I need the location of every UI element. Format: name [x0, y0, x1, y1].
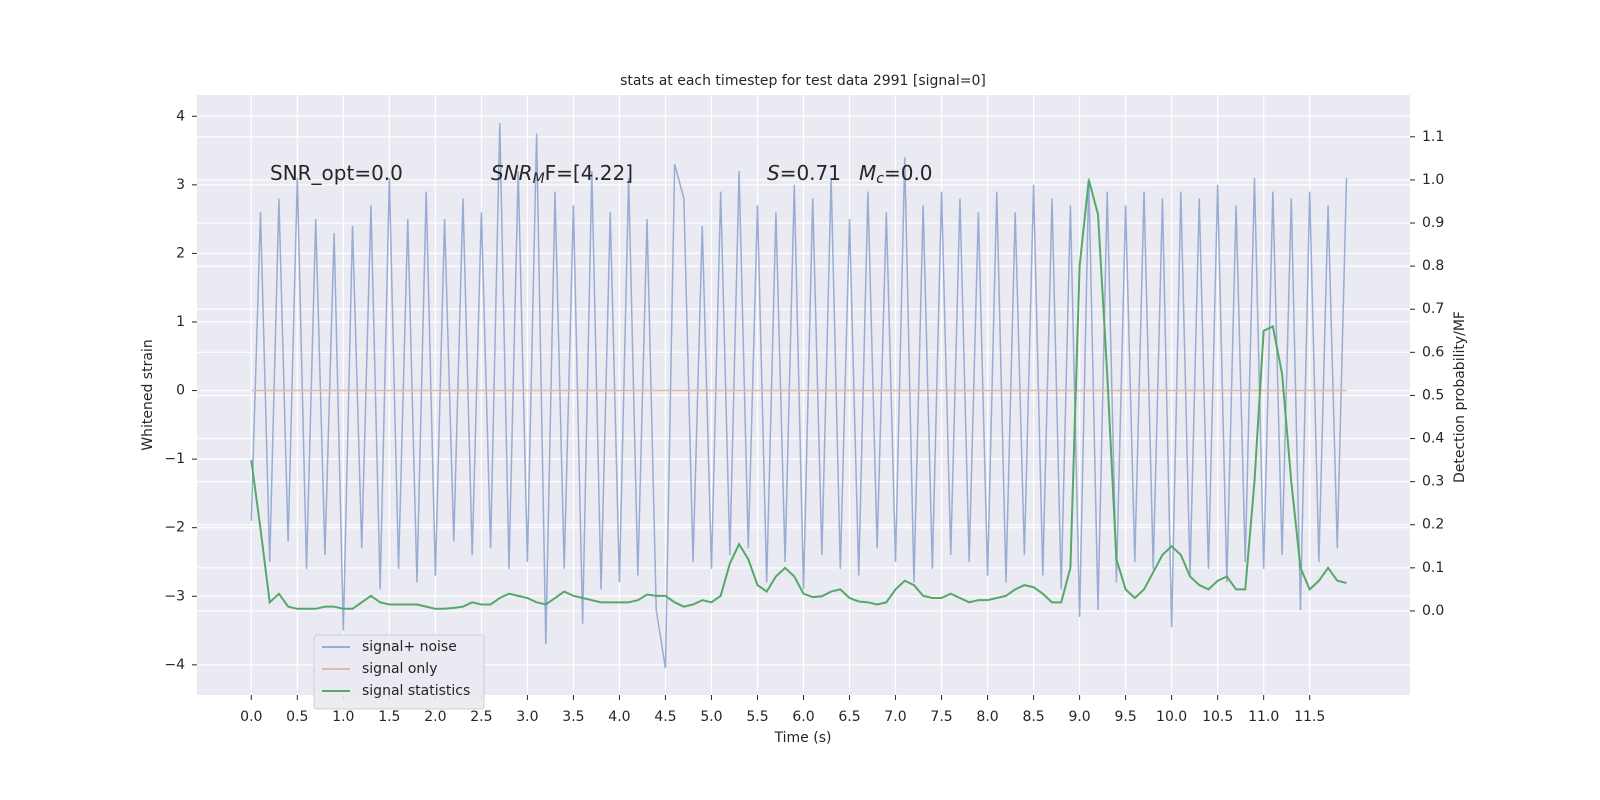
- x-tick-label: 0.0: [240, 709, 262, 725]
- x-tick-label: 3.0: [516, 709, 538, 725]
- y2-tick-label: 1.1: [1422, 129, 1444, 145]
- x-tick-label: 8.0: [976, 709, 998, 725]
- y-tick-label: −1: [164, 451, 185, 467]
- legend-label: signal statistics: [362, 683, 470, 699]
- labels: 0.0 0.5 1.0 1.5 2.0 2.5 3.0 3.5 4.0 4.5 5.0 5.5 6.0 6…: [164, 108, 1444, 725]
- y2-tick-label: 1.0: [1422, 172, 1444, 188]
- x-tick-label: 11.5: [1294, 709, 1325, 725]
- x-tick-label: 0.5: [286, 709, 308, 725]
- y2-tick-label: 0.9: [1422, 215, 1444, 231]
- y-axis-label: Whitened strain: [140, 339, 156, 450]
- y-tick-label: −2: [164, 520, 185, 536]
- legend-label: signal+ noise: [362, 639, 457, 655]
- series-line: [250, 123, 1348, 669]
- y2-tick-label: 0.5: [1422, 387, 1444, 403]
- legend-label: signal only: [362, 661, 437, 677]
- annotation-text: S: [767, 161, 780, 185]
- y-tick-label: 0: [176, 383, 185, 399]
- marks: [250, 123, 1348, 669]
- annotation-text: SNR_opt=0.0: [270, 161, 403, 185]
- x-tick-label: 10.5: [1202, 709, 1233, 725]
- y-tick-label: 4: [176, 108, 185, 124]
- y2-tick-label: 0.4: [1422, 431, 1444, 447]
- annotation: SNR_opt=0.0: [270, 161, 403, 185]
- x-tick-label: 3.5: [562, 709, 584, 725]
- annotation: SNRMF=[4.22]: [491, 161, 633, 188]
- y2-tick-label: 0.8: [1422, 258, 1444, 274]
- annotation-text: M: [859, 161, 876, 185]
- y2-tick-label: 0.6: [1422, 344, 1444, 360]
- x-tick-label: 2.0: [424, 709, 446, 725]
- annotation: Mc=0.0: [859, 161, 933, 188]
- x-tick-label: 5.5: [746, 709, 768, 725]
- annotation-text: =0.71: [780, 161, 841, 185]
- legend: signal+ noise signal only signal statistic…: [313, 634, 485, 710]
- y-tick-label: −4: [164, 657, 185, 673]
- y2-axis-label: Detection probability/MF: [1452, 311, 1468, 483]
- x-tick-label: 4.0: [608, 709, 630, 725]
- chart-title: stats at each timestep for test data 299…: [620, 73, 986, 89]
- x-tick-label: 2.5: [470, 709, 492, 725]
- x-tick-label: 11.0: [1248, 709, 1279, 725]
- x-tick-label: 4.5: [654, 709, 676, 725]
- y-tick-label: −3: [164, 588, 185, 604]
- y2-tick-label: 0.2: [1422, 517, 1444, 533]
- y2-tick-label: 0.7: [1422, 301, 1444, 317]
- y-tick-label: 1: [176, 314, 185, 330]
- x-tick-label: 6.5: [838, 709, 860, 725]
- x-tick-label: 5.0: [700, 709, 722, 725]
- annotation-subscript: c: [876, 171, 884, 187]
- x-axis-label: Time (s): [774, 730, 832, 746]
- annotation: S=0.71: [767, 161, 841, 185]
- x-tick-label: 9.5: [1114, 709, 1136, 725]
- x-tick-label: 1.5: [378, 709, 400, 725]
- annotation-text: =0.0: [884, 161, 933, 185]
- y-tick-label: 2: [176, 245, 185, 261]
- y2-tick-label: 0.0: [1422, 603, 1444, 619]
- y2-tick-label: 0.1: [1422, 560, 1444, 576]
- x-tick-label: 9.0: [1068, 709, 1090, 725]
- legend-box: [313, 634, 485, 710]
- x-tick-label: 10.0: [1156, 709, 1187, 725]
- series-line: [250, 179, 1347, 610]
- annotation-text: SNR: [491, 161, 533, 185]
- y2-tick-label: 0.3: [1422, 474, 1444, 490]
- x-tick-label: 1.0: [332, 709, 354, 725]
- annotation-subscript: M: [533, 171, 545, 187]
- annotation-text: F=[4.22]: [545, 161, 633, 185]
- x-tick-label: 7.5: [930, 709, 952, 725]
- y-tick-label: 3: [176, 177, 185, 193]
- x-tick-label: 7.0: [884, 709, 906, 725]
- x-tick-label: 6.0: [792, 709, 814, 725]
- x-tick-label: 8.5: [1022, 709, 1044, 725]
